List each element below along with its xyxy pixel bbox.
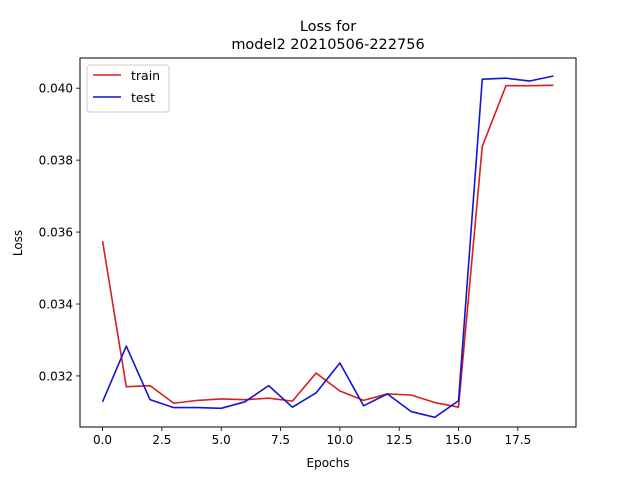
x-axis-ticks: 0.0 2.5 5.0 7.5 10.0 12.5 15.0 17.5 <box>93 427 531 447</box>
x-tick-label: 0.0 <box>93 433 112 447</box>
series-line-test <box>101 75 554 419</box>
x-tick-label: 10.0 <box>327 433 354 447</box>
x-tick-label: 2.5 <box>152 433 171 447</box>
x-tick-label: 15.0 <box>445 433 472 447</box>
y-tick-label: 0.040 <box>39 82 73 96</box>
x-axis-label: Epochs <box>307 456 350 470</box>
x-tick-label: 12.5 <box>386 433 413 447</box>
y-tick-label: 0.036 <box>39 226 73 240</box>
y-tick-label: 0.038 <box>39 154 73 168</box>
series-line-train <box>101 84 554 409</box>
chart-title-line-1: Loss for <box>300 19 356 35</box>
y-tick-label: 0.034 <box>39 298 73 312</box>
x-tick-label: 5.0 <box>212 433 231 447</box>
legend-label-test: test <box>131 90 155 105</box>
chart-title-line-2: model2 20210506-222756 <box>231 37 424 53</box>
y-axis-ticks: 0.032 0.034 0.036 0.038 0.040 <box>39 82 80 383</box>
series-layer <box>101 75 554 419</box>
y-tick-label: 0.032 <box>39 369 73 383</box>
plot-frame <box>79 57 577 428</box>
x-tick-label: 17.5 <box>504 433 531 447</box>
legend-label-train: train <box>131 68 160 83</box>
legend-box <box>86 64 170 113</box>
legend: train test <box>86 64 170 113</box>
x-tick-label: 7.5 <box>271 433 290 447</box>
y-axis-label: Loss <box>11 230 25 256</box>
